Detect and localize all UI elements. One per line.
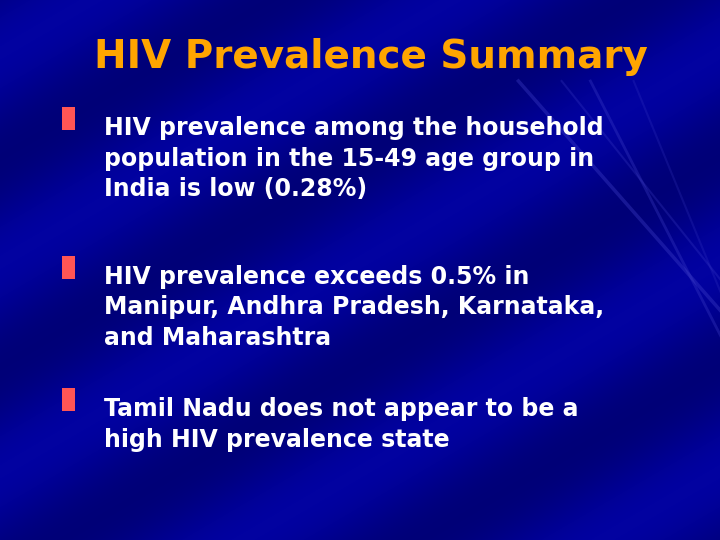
- FancyBboxPatch shape: [62, 107, 75, 130]
- Text: Tamil Nadu does not appear to be a
high HIV prevalence state: Tamil Nadu does not appear to be a high …: [104, 397, 579, 451]
- FancyBboxPatch shape: [62, 256, 75, 279]
- Text: HIV prevalence among the household
population in the 15-49 age group in
India is: HIV prevalence among the household popul…: [104, 116, 604, 201]
- FancyBboxPatch shape: [62, 388, 75, 411]
- Text: HIV Prevalence Summary: HIV Prevalence Summary: [94, 38, 647, 76]
- Text: HIV prevalence exceeds 0.5% in
Manipur, Andhra Pradesh, Karnataka,
and Maharasht: HIV prevalence exceeds 0.5% in Manipur, …: [104, 265, 605, 350]
